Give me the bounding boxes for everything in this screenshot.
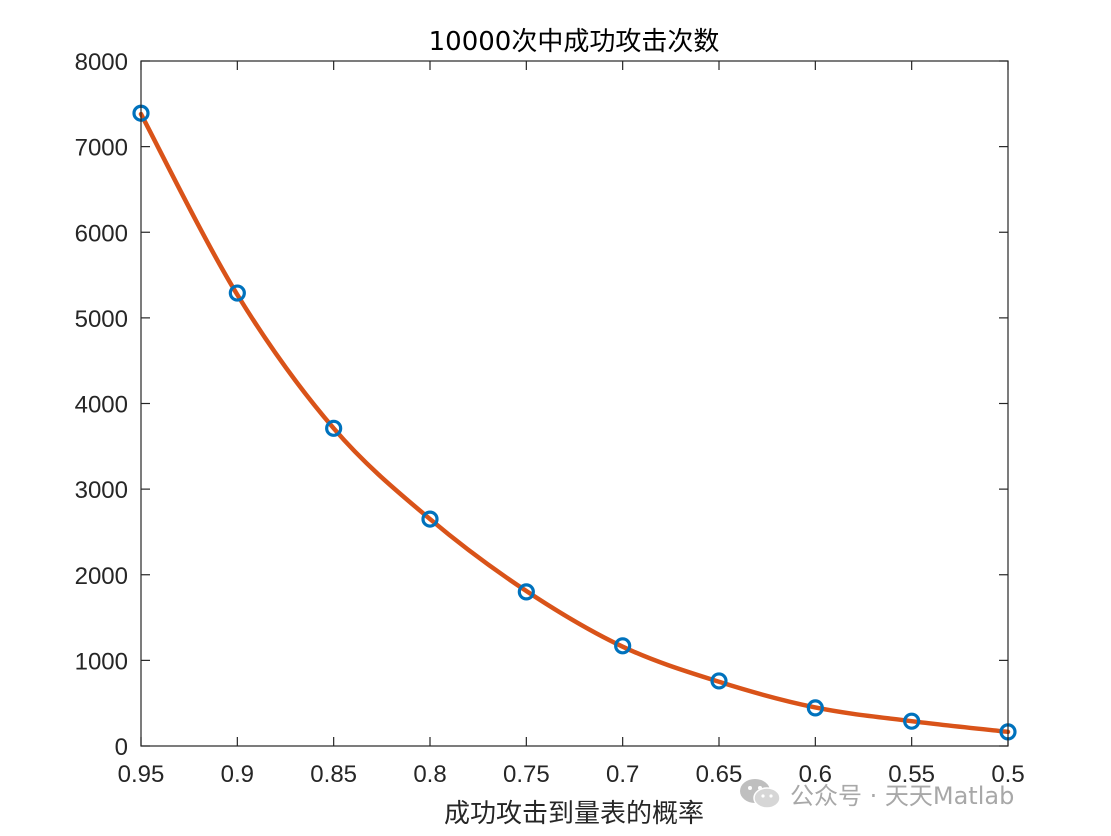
x-tick-label: 0.5 xyxy=(991,761,1024,788)
y-tick-label: 2000 xyxy=(75,563,128,590)
x-tick-label: 0.85 xyxy=(310,761,357,788)
watermark: 公众号 · 天天Matlab xyxy=(738,776,1014,811)
y-axis: 0 1000 2000 3000 4000 5000 6000 7000 8000 xyxy=(75,49,1008,761)
watermark-text: 公众号 · 天天Matlab xyxy=(790,782,1015,810)
data-point-marker xyxy=(325,419,343,437)
y-tick-label: 8000 xyxy=(75,49,128,76)
y-tick-label: 4000 xyxy=(75,392,128,419)
wechat-icon xyxy=(738,777,782,811)
y-tick-label: 1000 xyxy=(75,648,128,675)
data-point-marker xyxy=(903,712,921,730)
x-tick-label: 0.95 xyxy=(118,761,165,788)
y-tick-label: 5000 xyxy=(75,306,128,333)
plot-area xyxy=(141,61,1008,746)
x-tick-label: 0.8 xyxy=(413,761,446,788)
data-point-marker xyxy=(421,510,439,528)
x-axis-label: 成功攻击到量表的概率 xyxy=(444,799,704,829)
y-tick-label: 7000 xyxy=(75,135,128,162)
y-tick-label: 3000 xyxy=(75,477,128,504)
x-tick-label: 0.6 xyxy=(799,761,832,788)
chart-title: 10000次中成功攻击次数 xyxy=(429,27,720,57)
data-point-marker xyxy=(614,637,632,655)
x-tick-label: 0.9 xyxy=(221,761,254,788)
data-point-marker xyxy=(806,699,824,717)
x-tick-label: 0.7 xyxy=(606,761,639,788)
x-tick-label: 0.55 xyxy=(888,761,935,788)
data-point-marker xyxy=(710,672,728,690)
x-tick-label: 0.65 xyxy=(696,761,743,788)
fit-line xyxy=(138,111,1011,735)
fit-line-layer xyxy=(138,111,1011,735)
data-point-marker xyxy=(517,583,535,601)
x-tick-label: 0.75 xyxy=(503,761,550,788)
y-tick-label: 6000 xyxy=(75,220,128,247)
data-point-marker xyxy=(228,284,246,302)
y-tick-label: 0 xyxy=(115,734,128,761)
x-axis: 0.95 0.9 0.85 0.8 0.75 0.7 0.65 0.6 0.55 0.5 xyxy=(118,61,1025,788)
